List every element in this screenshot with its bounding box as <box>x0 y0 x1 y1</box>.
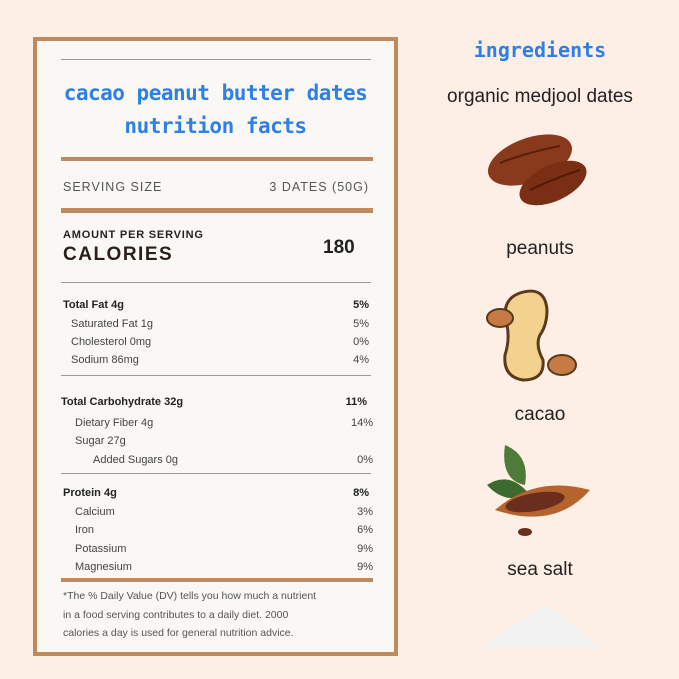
nutrient-row: Added Sugars 0g 0% <box>67 454 373 466</box>
nutrient-name: Protein 4g <box>63 487 117 499</box>
ingredient-name: organic medjool dates <box>447 86 633 107</box>
nutrient-row: Protein 4g 8% <box>63 487 369 499</box>
nutrient-row: Saturated Fat 1g 5% <box>63 318 369 330</box>
cacao-pod-icon <box>487 445 590 536</box>
nutrient-name: Total Fat 4g <box>63 299 124 311</box>
nutrient-row: Iron 6% <box>67 524 373 536</box>
footnote: *The % Daily Value (DV) tells you how mu… <box>63 587 363 643</box>
nutrient-name: Potassium <box>75 543 127 555</box>
footnote-line: *The % Daily Value (DV) tells you how mu… <box>63 590 317 602</box>
nutrient-row: Total Fat 4g 5% <box>63 299 369 311</box>
dates-icon <box>487 134 587 206</box>
nutrient-dv: 5% <box>353 299 369 311</box>
nutrient-name: Sugar 27g <box>75 435 126 447</box>
nutrient-name: Calcium <box>75 506 115 518</box>
divider-thick <box>61 157 373 161</box>
footnote-line: in a food serving contributes to a daily… <box>63 608 289 621</box>
salt-pile-icon <box>480 605 600 648</box>
nutrient-row: Sugar 27g <box>67 435 373 447</box>
calories-label: CALORIES <box>63 244 174 265</box>
peanut-icon <box>486 289 577 382</box>
nutrient-dv: 0% <box>357 454 373 466</box>
nutrient-name: Saturated Fat 1g <box>71 318 153 330</box>
nutrient-dv: 11% <box>345 396 367 408</box>
nutrient-dv: 3% <box>357 506 373 518</box>
nutrient-row: Magnesium 9% <box>67 561 373 573</box>
divider <box>61 59 371 60</box>
nutrient-name: Sodium 86mg <box>71 354 139 366</box>
nutrient-row: Potassium 9% <box>67 543 373 555</box>
nutrient-name: Magnesium <box>75 561 132 573</box>
amount-per-serving: AMOUNT PER SERVING <box>63 229 204 241</box>
calories-value: 180 <box>323 237 355 258</box>
label-title-line2: nutrition facts <box>124 114 307 138</box>
ingredient-name: sea salt <box>507 559 573 580</box>
nutrient-dv: 9% <box>357 543 373 555</box>
nutrient-name: Dietary Fiber 4g <box>75 417 154 429</box>
nutrient-dv: 8% <box>353 487 369 499</box>
nutrient-name: Added Sugars 0g <box>93 454 179 466</box>
nutrient-dv: 4% <box>353 354 369 366</box>
ingredient-name: cacao <box>514 404 566 425</box>
footnote-line: calories a day is used for general nutri… <box>63 627 294 639</box>
label-title-line1: cacao peanut butter dates <box>63 81 368 105</box>
nutrient-dv: 9% <box>357 561 373 573</box>
serving-size-label: SERVING SIZE <box>63 180 163 194</box>
divider <box>61 473 371 474</box>
divider <box>61 375 371 376</box>
divider-thick <box>61 208 373 213</box>
nutrition-facts-panel: cacao peanut butter dates nutrition fact… <box>33 37 398 656</box>
nutrient-row: Sodium 86mg 4% <box>63 354 369 366</box>
divider <box>61 282 371 283</box>
nutrient-dv: 14% <box>350 417 373 429</box>
nutrient-name: Total Carbohydrate 32g <box>61 396 184 408</box>
ingredients-heading: ingredients <box>473 38 607 62</box>
nutrient-dv: 0% <box>353 336 369 348</box>
nutrient-row: Cholesterol 0mg 0% <box>63 336 369 348</box>
nutrient-dv: 6% <box>357 524 373 536</box>
ingredient-name: peanuts <box>506 238 574 259</box>
serving-size-value: 3 DATES (50G) <box>269 180 369 194</box>
nutrient-dv: 5% <box>353 318 369 330</box>
nutrient-row: Calcium 3% <box>67 506 373 518</box>
nutrient-row: Dietary Fiber 4g 14% <box>67 417 373 429</box>
serving-size-row: SERVING SIZE 3 DATES (50G) <box>63 180 369 194</box>
nutrient-name: Cholesterol 0mg <box>71 336 152 348</box>
divider-thick <box>61 578 373 582</box>
nutrient-row: Total Carbohydrate 32g 11% <box>61 396 367 408</box>
nutrient-name: Iron <box>75 524 94 536</box>
